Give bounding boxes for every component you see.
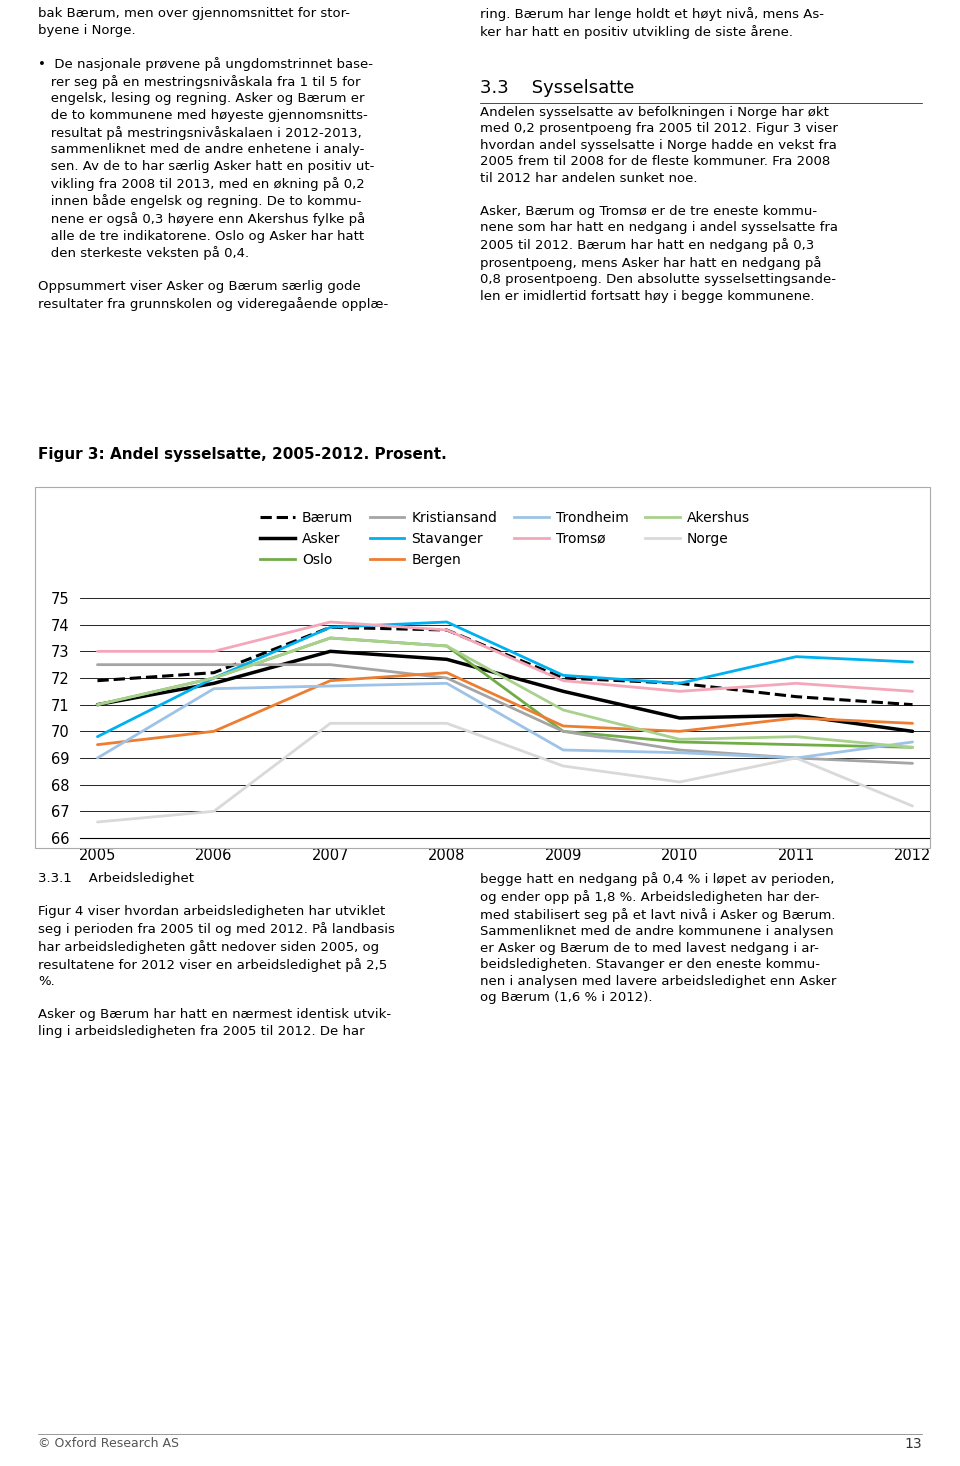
Text: 13: 13 [904,1437,922,1451]
Text: begge hatt en nedgang på 0,4 % i løpet av perioden,
og ender opp på 1,8 %. Arbei: begge hatt en nedgang på 0,4 % i løpet a… [480,872,836,1004]
Text: Figur 3: Andel sysselsatte, 2005-2012. Prosent.: Figur 3: Andel sysselsatte, 2005-2012. P… [38,447,447,462]
Text: 3.3    Sysselsatte: 3.3 Sysselsatte [480,79,635,97]
Legend: Bærum, Asker, Oslo, Kristiansand, Stavanger, Bergen, Trondheim, Tromsø, Akershus: Bærum, Asker, Oslo, Kristiansand, Stavan… [253,504,756,573]
Text: Andelen sysselsatte av befolkningen i Norge har økt
med 0,2 prosentpoeng fra 200: Andelen sysselsatte av befolkningen i No… [480,106,838,302]
Text: ring. Bærum har lenge holdt et høyt nivå, mens As-
ker har hatt en positiv utvik: ring. Bærum har lenge holdt et høyt nivå… [480,7,824,40]
Text: bak Bærum, men over gjennomsnittet for stor-
byene i Norge.

•  De nasjonale prø: bak Bærum, men over gjennomsnittet for s… [38,7,389,311]
Text: 3.3.1    Arbeidsledighet

Figur 4 viser hvordan arbeidsledigheten har utviklet
s: 3.3.1 Arbeidsledighet Figur 4 viser hvor… [38,872,396,1038]
Text: © Oxford Research AS: © Oxford Research AS [38,1437,180,1450]
